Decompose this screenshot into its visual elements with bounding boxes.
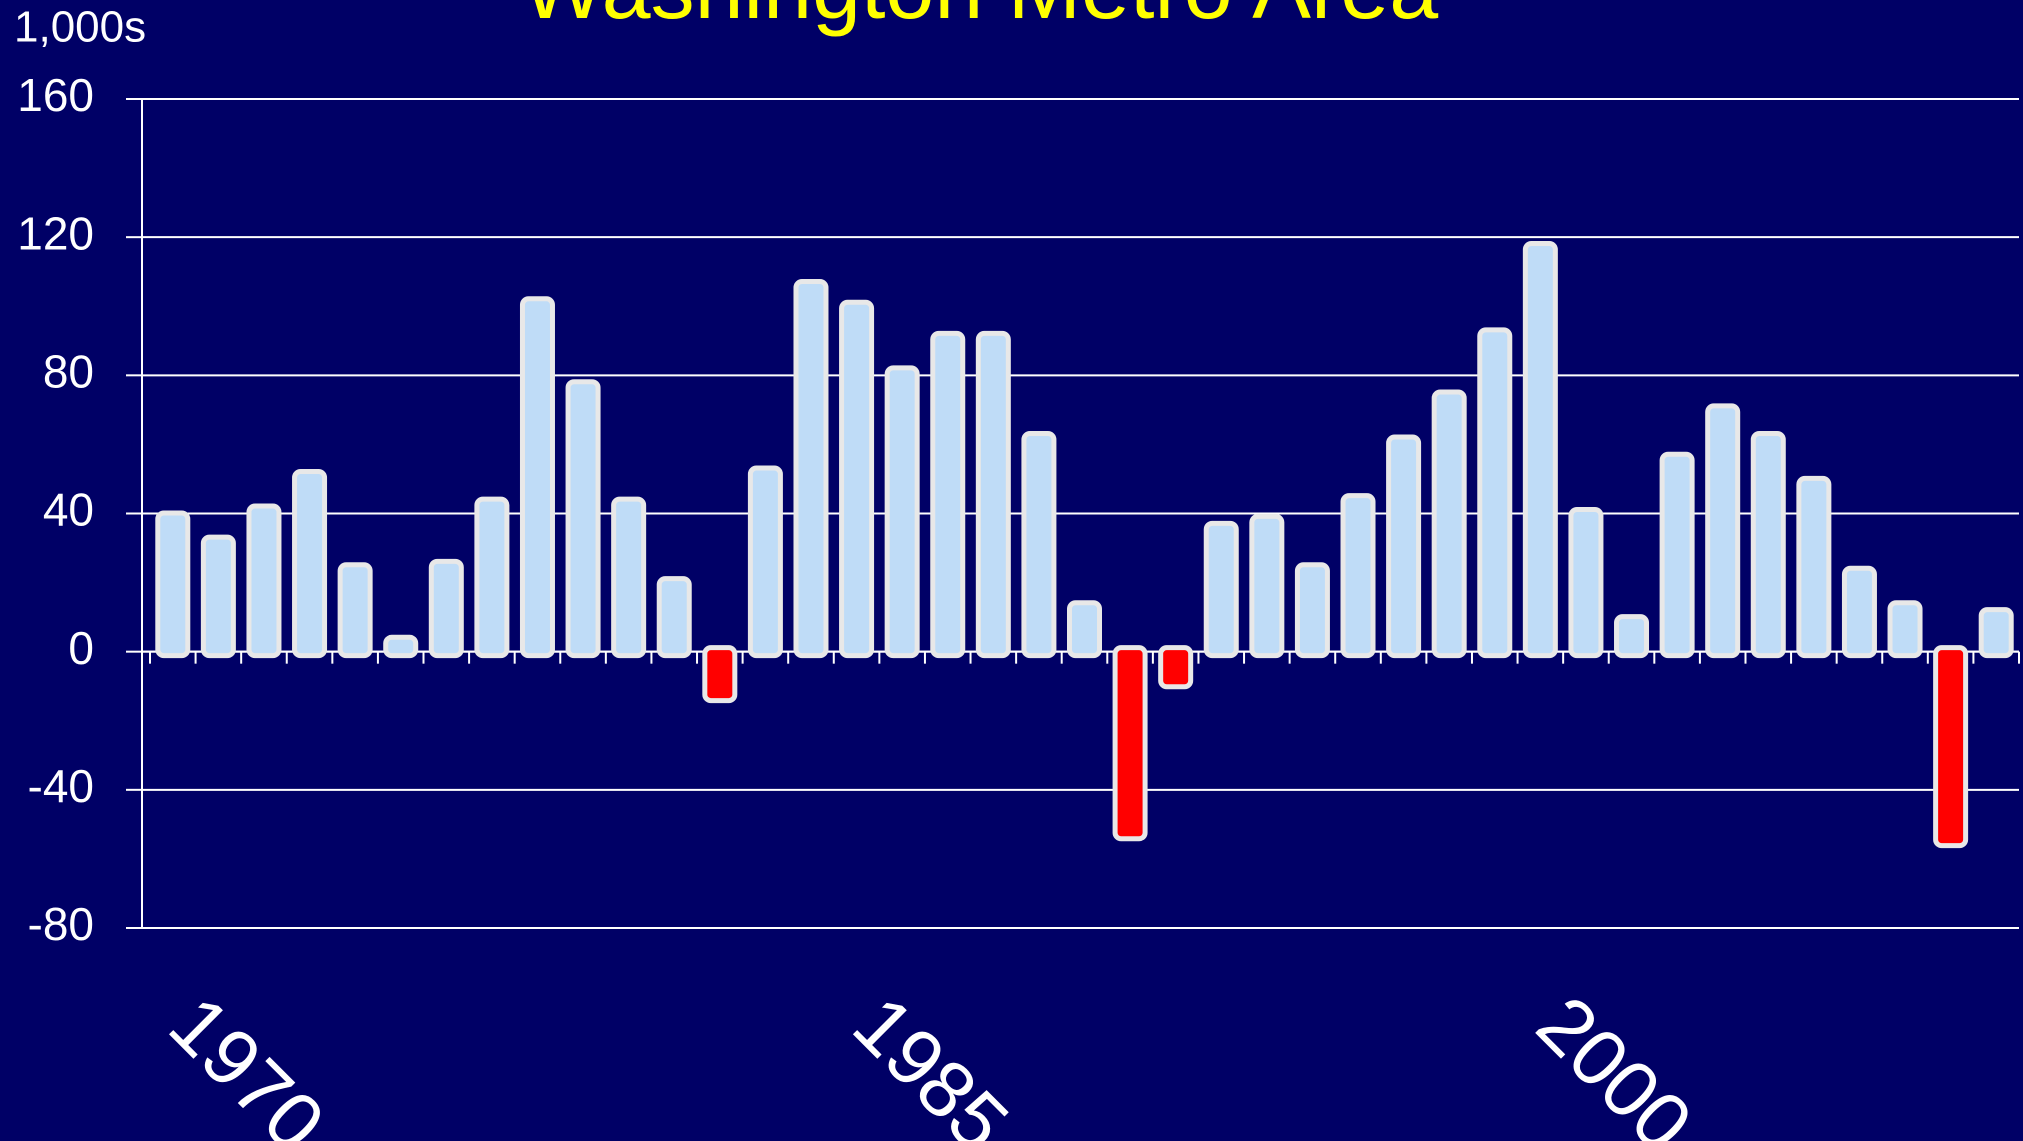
bar	[1386, 434, 1422, 659]
bar	[1796, 475, 1832, 659]
bar	[1112, 645, 1148, 842]
bar	[884, 365, 920, 659]
bar	[565, 379, 601, 659]
y-tick-label: 160	[17, 69, 94, 121]
y-tick-label: 40	[43, 484, 94, 536]
bar	[1522, 241, 1558, 659]
bar	[611, 496, 647, 659]
bar	[519, 296, 555, 659]
bar	[1933, 645, 1969, 849]
bar	[383, 634, 419, 659]
bar	[975, 330, 1011, 659]
bar	[1750, 431, 1786, 659]
bar	[656, 576, 692, 659]
bar	[1249, 513, 1285, 659]
bar	[839, 299, 875, 659]
bar	[246, 503, 282, 659]
y-tick-label: -80	[28, 898, 94, 950]
bar	[200, 534, 236, 659]
bar	[1158, 645, 1194, 690]
bar	[1477, 327, 1513, 659]
bar	[1841, 565, 1877, 659]
chart-title: Washington Metro Area	[522, 0, 1438, 37]
bar	[474, 496, 510, 659]
bar	[702, 645, 738, 704]
bar	[292, 469, 328, 659]
bar	[747, 465, 783, 659]
bar	[1067, 600, 1102, 659]
bar	[930, 330, 966, 659]
y-axis-unit: 1,000s	[14, 3, 146, 52]
bar	[1705, 403, 1741, 659]
y-tick-label: 0	[68, 622, 94, 674]
y-tick-label: 80	[43, 345, 94, 397]
bar	[1431, 389, 1467, 659]
bar	[1021, 431, 1057, 659]
y-tick-label: -40	[28, 760, 94, 812]
bar	[1978, 607, 2014, 659]
y-tick-label: 120	[17, 207, 94, 259]
bar	[428, 558, 464, 659]
bar	[1340, 493, 1376, 659]
bar	[1294, 562, 1330, 659]
bar	[1614, 614, 1650, 659]
bar	[1659, 451, 1695, 659]
bar	[1203, 520, 1239, 659]
bar	[793, 279, 829, 659]
bar	[337, 562, 373, 659]
bar	[1568, 507, 1604, 659]
bar	[1887, 600, 1923, 659]
bar	[155, 510, 191, 659]
